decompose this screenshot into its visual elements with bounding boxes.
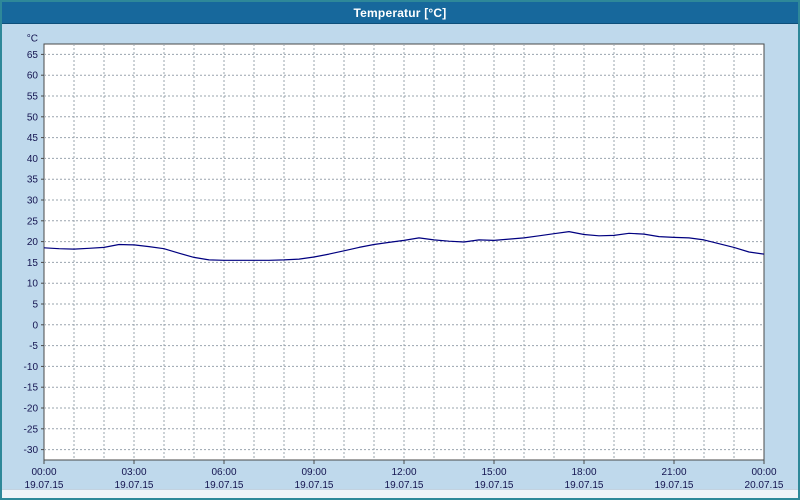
svg-text:-10: -10 <box>24 362 39 373</box>
svg-text:0: 0 <box>32 320 38 331</box>
svg-text:00:00: 00:00 <box>31 467 56 478</box>
svg-text:19.07.15: 19.07.15 <box>25 480 64 490</box>
svg-text:19.07.15: 19.07.15 <box>475 480 514 490</box>
window-titlebar[interactable]: Temperatur [°C] <box>2 2 798 24</box>
svg-text:19.07.15: 19.07.15 <box>205 480 244 490</box>
svg-text:09:00: 09:00 <box>301 467 326 478</box>
svg-text:19.07.15: 19.07.15 <box>655 480 694 490</box>
window-title: Temperatur [°C] <box>353 5 447 20</box>
svg-text:-5: -5 <box>29 341 38 352</box>
temperature-line-chart: 65605550454035302520151050-5-10-15-20-25… <box>24 33 784 490</box>
svg-text:55: 55 <box>27 92 39 103</box>
svg-text:35: 35 <box>27 175 39 186</box>
svg-text:00:00: 00:00 <box>751 467 776 478</box>
svg-text:°C: °C <box>27 33 38 44</box>
svg-text:65: 65 <box>27 50 39 61</box>
svg-text:45: 45 <box>27 133 39 144</box>
svg-text:19.07.15: 19.07.15 <box>385 480 424 490</box>
svg-text:15:00: 15:00 <box>481 467 506 478</box>
svg-text:06:00: 06:00 <box>211 467 236 478</box>
svg-text:15: 15 <box>27 258 39 269</box>
svg-text:50: 50 <box>27 112 39 123</box>
svg-text:20: 20 <box>27 237 39 248</box>
svg-text:03:00: 03:00 <box>121 467 146 478</box>
svg-text:-20: -20 <box>24 404 39 415</box>
svg-text:12:00: 12:00 <box>391 467 416 478</box>
svg-text:5: 5 <box>32 300 38 311</box>
horizontal-scrollbar[interactable] <box>2 489 798 498</box>
chart-area: 65 60 55 50 45 40 35 30 25 20 15 10 5 0 -5 -10 -15 -20 -25… <box>2 24 798 490</box>
svg-text:19.07.15: 19.07.15 <box>295 480 334 490</box>
svg-text:-25: -25 <box>24 424 39 435</box>
svg-text:21:00: 21:00 <box>661 467 686 478</box>
svg-text:-30: -30 <box>24 445 39 456</box>
svg-text:20.07.15: 20.07.15 <box>745 480 784 490</box>
svg-text:30: 30 <box>27 196 39 207</box>
svg-text:60: 60 <box>27 71 39 82</box>
svg-text:19.07.15: 19.07.15 <box>565 480 604 490</box>
svg-text:-15: -15 <box>24 383 39 394</box>
svg-text:25: 25 <box>27 216 39 227</box>
svg-text:19.07.15: 19.07.15 <box>115 480 154 490</box>
svg-text:40: 40 <box>27 154 39 165</box>
svg-text:18:00: 18:00 <box>571 467 596 478</box>
svg-text:10: 10 <box>27 279 39 290</box>
